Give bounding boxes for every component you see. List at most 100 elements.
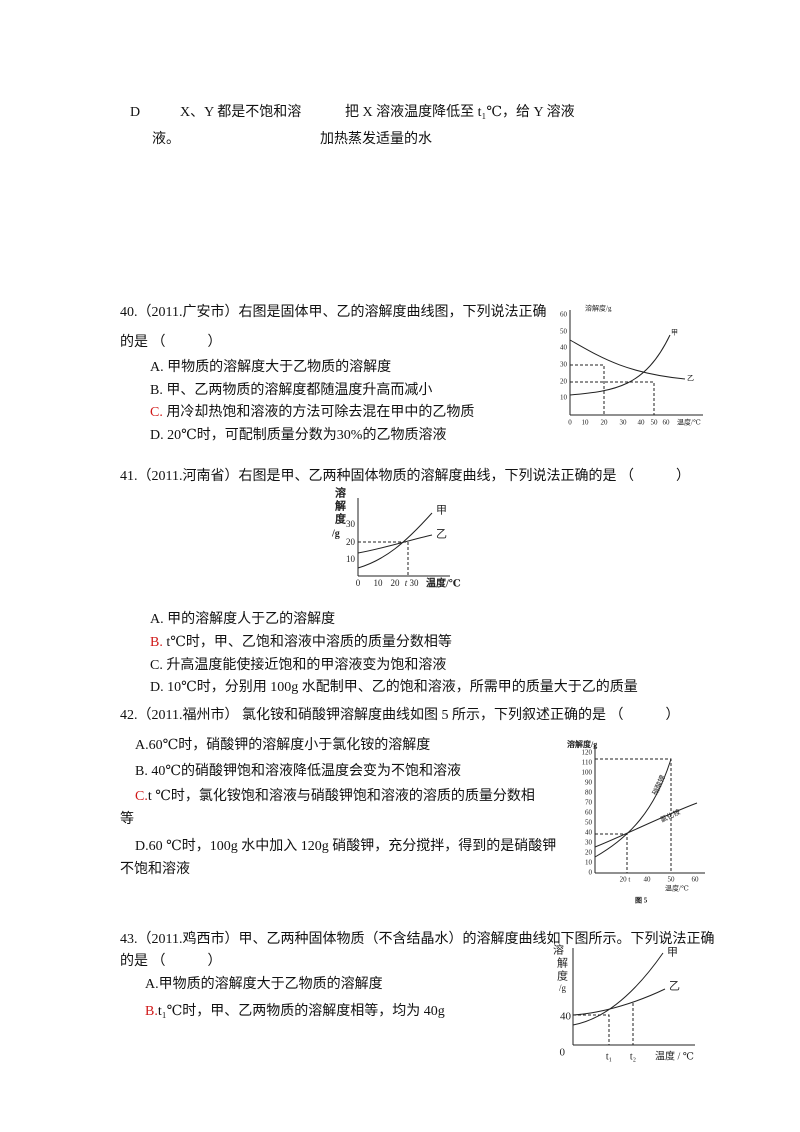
tick-label: 50 <box>560 328 568 336</box>
option-letter: C. <box>150 658 163 673</box>
option-text: A.甲物质的溶解度大于乙物质的溶解度 <box>145 977 383 992</box>
curve <box>572 988 666 1016</box>
tick-label: 30 <box>410 578 420 588</box>
tick-label: 0 <box>589 869 593 877</box>
tick-label: 90 <box>585 779 593 787</box>
curve-label: 甲 <box>667 947 678 959</box>
curve-label: 甲 <box>436 505 447 517</box>
tick-label: 60 <box>692 876 700 884</box>
axis-label: 温度 / ℃ <box>655 1049 694 1062</box>
tick-label: 40 <box>585 829 593 837</box>
option-letter: C. <box>150 405 163 420</box>
option-letter: D. <box>150 428 164 443</box>
curve-label: 乙 <box>436 528 447 541</box>
option-text: 升高温度能使接近饱和的甲溶液变为饱和溶液 <box>166 658 447 673</box>
tick-label: 60 <box>560 311 568 319</box>
tick-label: 100 <box>582 769 593 777</box>
tick-label: 30 <box>560 361 568 369</box>
option-text: 加热蒸发适量的水 <box>320 132 432 147</box>
tick-label: 120 <box>582 749 593 757</box>
curve <box>569 334 671 396</box>
tick-label: 50 <box>651 419 659 427</box>
curve <box>594 758 672 858</box>
figure: 溶 解 度 /g 40 0 t₁ t₂ 温度 / ℃ 甲 乙 <box>553 943 695 1062</box>
caption: 图 5 <box>635 896 648 905</box>
option: C.t ℃时，氯化铵饱和溶液与硝酸钾饱和溶液的溶质的质量分数相 <box>135 788 535 806</box>
curve-label: 乙 <box>669 980 680 993</box>
figure: 溶解度/g 温度/℃ 60 50 40 30 20 10 0 10 20 30 … <box>560 304 703 427</box>
tick-label: 20 t <box>620 876 631 884</box>
option-letter: A. <box>150 360 164 375</box>
option-text: 把 X 溶液温度降低至 t₁℃，给 Y 溶液 <box>345 105 575 120</box>
tick-label: 10 <box>560 394 568 402</box>
curve <box>569 339 686 380</box>
axis-label: 温度/℃ <box>426 576 461 589</box>
axis-label: 溶 <box>335 486 346 500</box>
curve <box>357 534 433 554</box>
option-letter: D <box>130 105 141 120</box>
option: C. 升高温度能使接近饱和的甲溶液变为饱和溶液 <box>150 657 446 675</box>
option-text: 不饱和溶液 <box>120 862 190 877</box>
tick-label: t₂ <box>630 1051 636 1062</box>
axis-label: 度 <box>557 969 568 983</box>
question-stem: 40.（2011.广安市）右图是固体甲、乙的溶解度曲线图，下列说法正确 <box>120 305 547 320</box>
option-text: 甲的溶解度人于乙的溶解度 <box>167 612 336 627</box>
option: D. 20℃时，可配制质量分数为30%的乙物质溶液 <box>150 427 446 445</box>
option: B. t℃时，甲、乙饱和溶液中溶质的质量分数相等 <box>150 634 452 652</box>
option-text: t ℃时，氯化铵饱和溶液与硝酸钾饱和溶液的溶质的质量分数相 <box>147 789 535 804</box>
guide-line <box>570 381 655 415</box>
option-text: 甲、乙两物质的溶解度都随温度升高而减小 <box>166 383 433 398</box>
option: B. 甲、乙两物质的溶解度都随温度升高而减小 <box>150 382 432 400</box>
axis-label: /g <box>559 983 567 993</box>
guide-line <box>595 758 672 873</box>
tick-label: 10 <box>374 578 384 588</box>
option: B.t₁℃时，甲、乙两物质的溶解度相等，均为 40g <box>145 1003 445 1021</box>
curve <box>572 952 664 1026</box>
figure: 溶 解 度 /g 30 20 10 0 10 20 t 30 温度/℃ 甲 乙 <box>331 486 461 590</box>
tick-label: 50 <box>585 819 593 827</box>
axis-label: 温度/℃ <box>665 884 689 893</box>
axis-label: /g <box>331 528 340 539</box>
question-stem: 的是 （ ） <box>120 335 222 350</box>
axis-label: 溶解度/g <box>567 739 597 749</box>
axis-label: 度 <box>335 512 347 526</box>
tick-label: 40 <box>560 344 568 352</box>
option-letter: B. <box>150 383 163 398</box>
option-text: 等 <box>120 812 134 827</box>
option: A. 甲物质的溶解度大于乙物质的溶解度 <box>150 359 391 377</box>
tick-label: 60 <box>663 419 671 427</box>
guide-line <box>595 833 628 873</box>
option: A. 甲的溶解度人于乙的溶解度 <box>150 611 335 629</box>
option-text: 10℃时，分别用 100g 水配制甲、乙的饱和溶液，所需甲的质量大于乙的质量 <box>167 680 638 695</box>
option-letter: D. <box>150 680 164 695</box>
option-text: 液。 <box>152 132 180 147</box>
axis-label: 溶 <box>553 943 564 957</box>
option: C. 用冷却热饱和溶液的方法可除去混在甲中的乙物质 <box>150 404 474 422</box>
guide-line <box>573 1014 610 1045</box>
tick-label: t₁ <box>606 1051 612 1062</box>
curve <box>357 512 433 569</box>
guide-line <box>358 541 409 576</box>
tick-label: 80 <box>585 789 593 797</box>
tick-label: 70 <box>585 799 593 807</box>
tick-label: 20 <box>601 419 609 427</box>
tick-label: 110 <box>582 759 593 767</box>
axis-label: 解 <box>335 499 346 513</box>
curve-label: 硝酸钾 <box>650 774 667 797</box>
curve <box>594 802 698 848</box>
option-text: A.60℃时，硝酸钾的溶解度小于氯化铵的溶解度 <box>135 738 431 753</box>
guide-line <box>570 364 605 415</box>
tick-label: 20 <box>585 849 593 857</box>
tick-label: 20 <box>560 378 568 386</box>
tick-label: 50 <box>668 876 676 884</box>
option: D. 10℃时，分别用 100g 水配制甲、乙的饱和溶液，所需甲的质量大于乙的质… <box>150 679 638 697</box>
option-text: t₁℃时，甲、乙两物质的溶解度相等，均为 40g <box>157 1004 445 1019</box>
option-letter: B. <box>145 1004 158 1019</box>
tick-label: 30 <box>346 519 356 529</box>
question-stem: 41.（2011.河南省）右图是甲、乙两种固体物质的溶解度曲线，下列说法正确的是… <box>120 469 690 484</box>
option-text: X、Y 都是不饱和溶 <box>180 105 302 120</box>
option-text: 用冷却热饱和溶液的方法可除去混在甲中的乙物质 <box>166 405 475 420</box>
tick-label: 20 <box>391 578 401 588</box>
